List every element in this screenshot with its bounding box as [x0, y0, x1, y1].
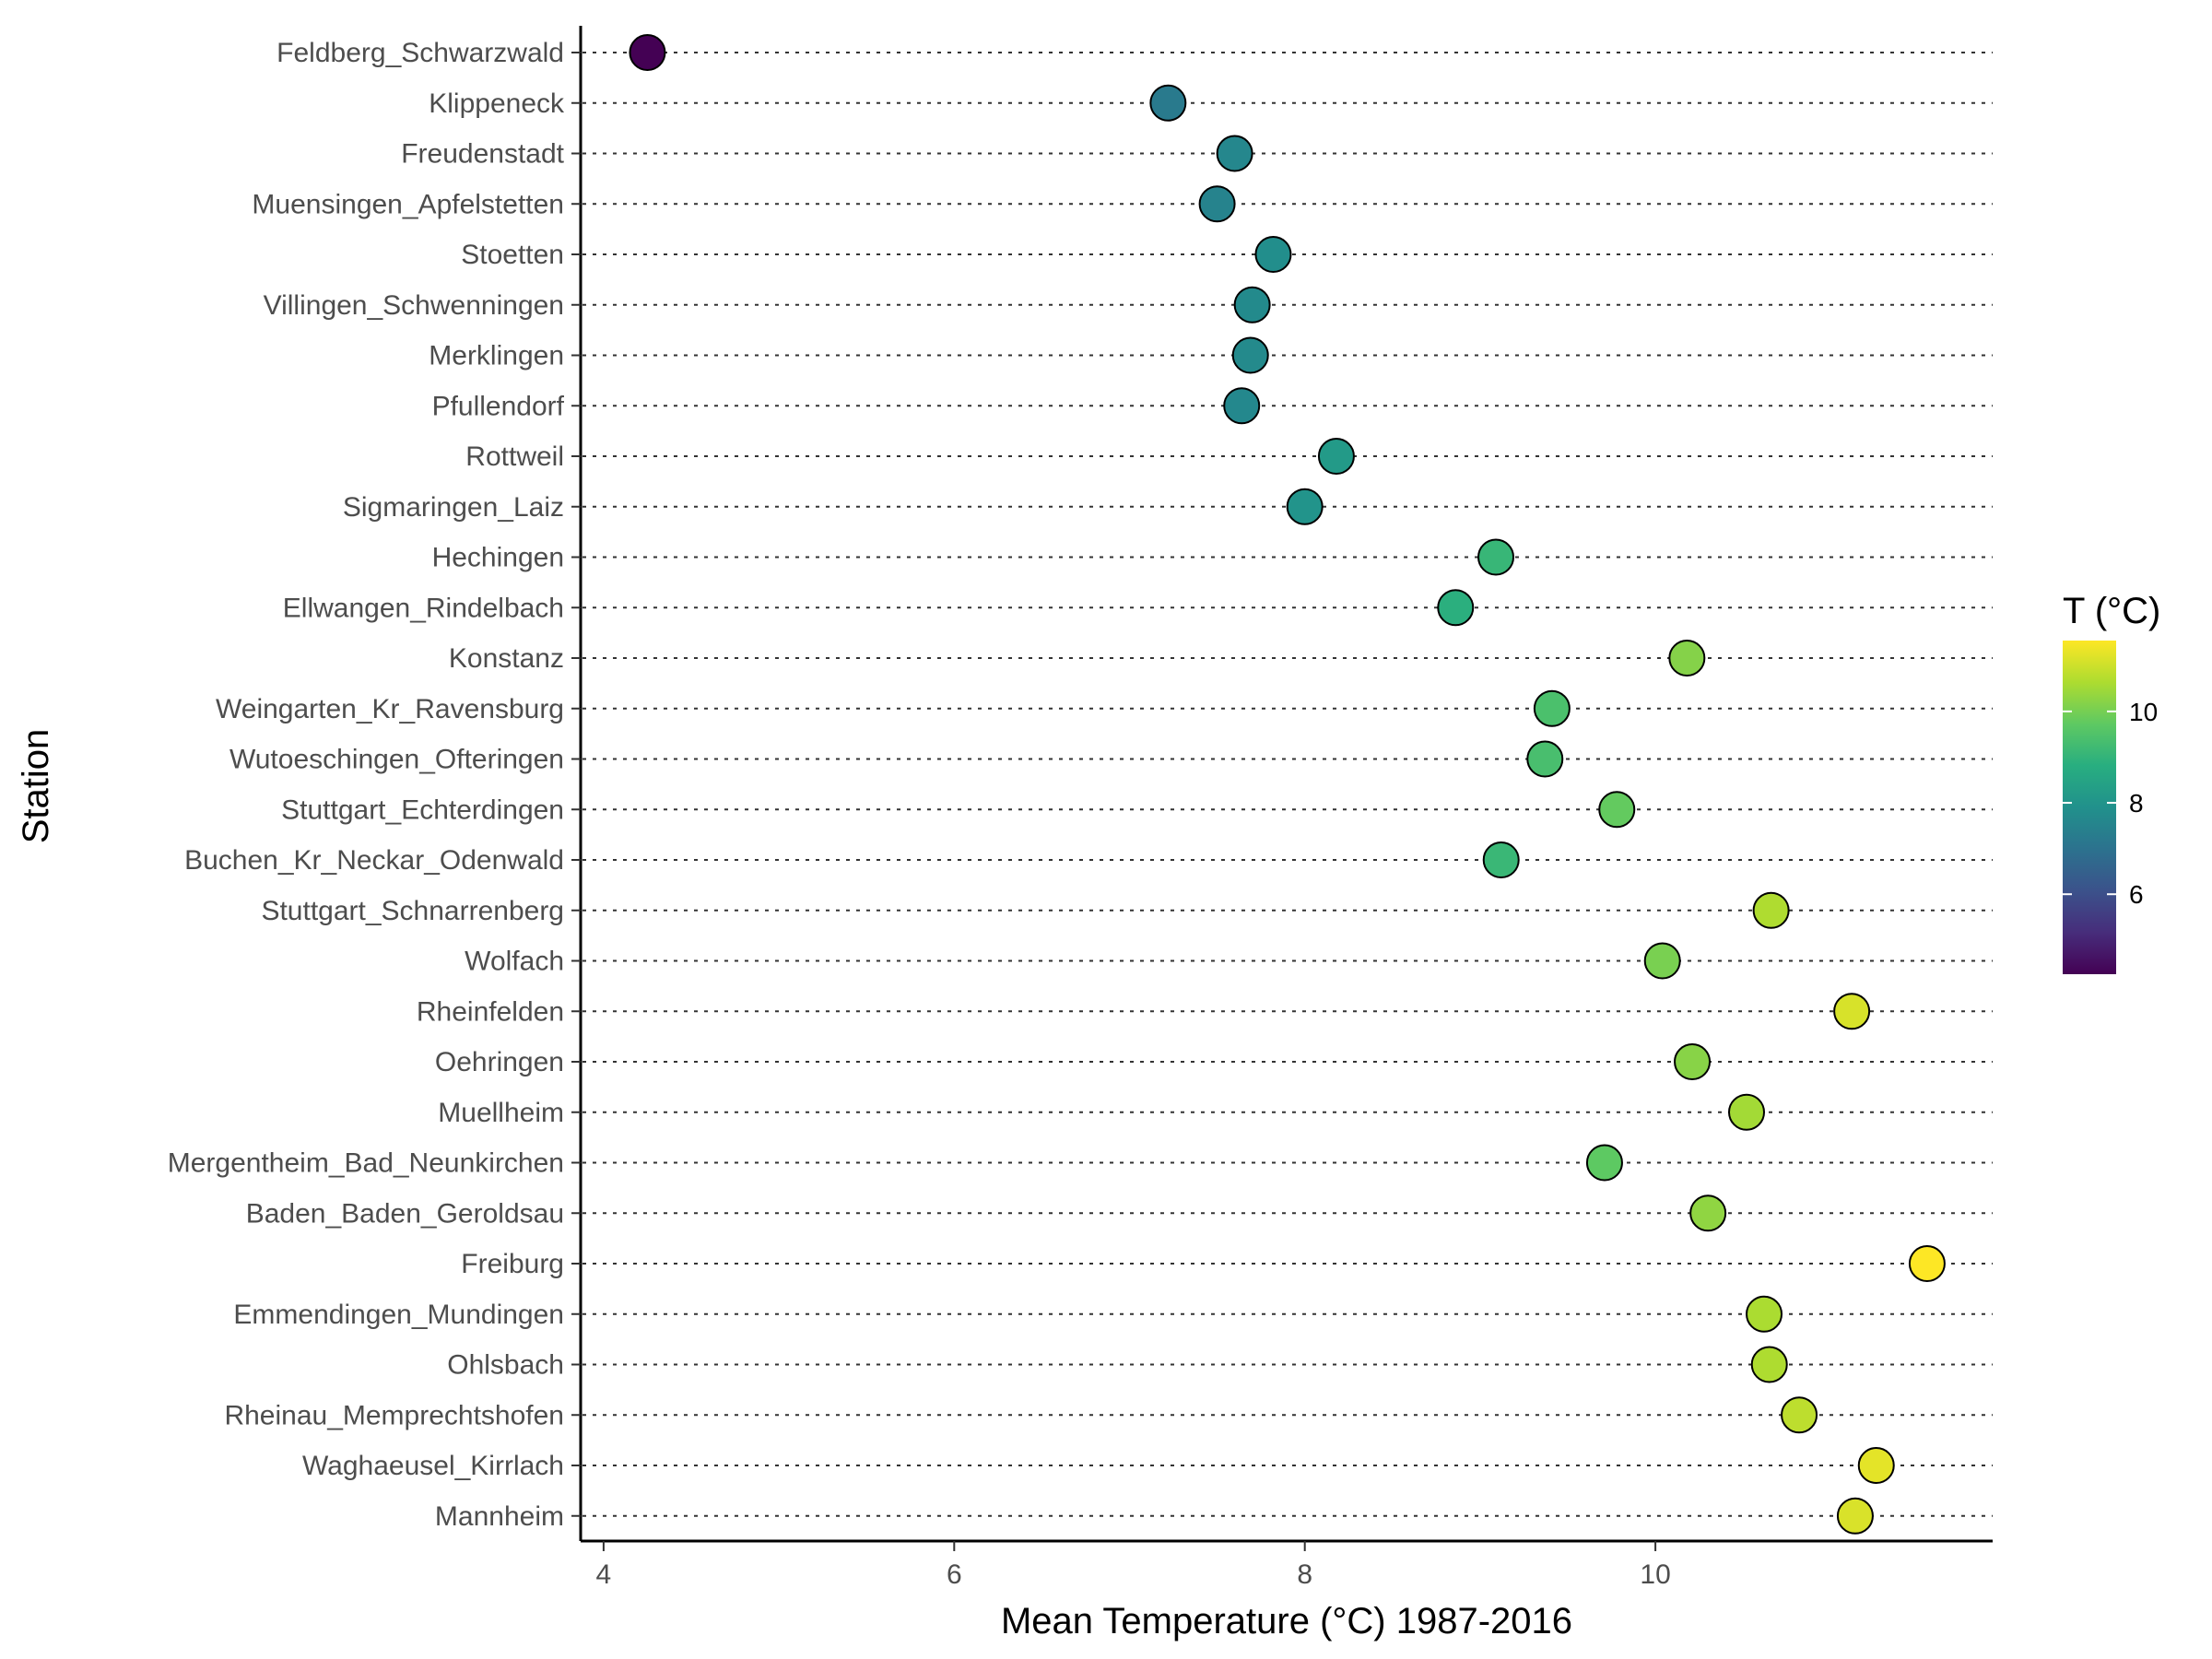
point-Weingarten_Kr_Ravensburg [1533, 689, 1571, 727]
point-Feldberg_Schwarzwald [629, 34, 666, 71]
colorbar [2063, 641, 2116, 974]
point-Wutoeschingen_Ofteringen [1526, 740, 1564, 778]
colorbar-label-8: 8 [2129, 789, 2144, 818]
y-tick-label-Stoetten: Stoetten [461, 240, 564, 270]
y-tick-label-Rottweil: Rottweil [465, 441, 564, 472]
colorbar-label-10: 10 [2129, 698, 2158, 726]
y-tick-label-Weingarten_Kr_Ravensburg: Weingarten_Kr_Ravensburg [216, 694, 564, 724]
y-tick-label-Stuttgart_Echterdingen: Stuttgart_Echterdingen [281, 794, 564, 825]
point-Sigmaringen_Laiz [1286, 488, 1324, 525]
point-Baden_Baden_Geroldsau [1689, 1194, 1727, 1232]
y-tick-label-Feldberg_Schwarzwald: Feldberg_Schwarzwald [276, 38, 564, 68]
y-tick-label-Oehringen: Oehringen [435, 1047, 564, 1077]
point-Freudenstadt [1216, 135, 1253, 172]
y-tick-label-Hechingen: Hechingen [432, 543, 564, 573]
point-Ohlsbach [1750, 1346, 1788, 1383]
y-tick-label-Ohlsbach: Ohlsbach [447, 1350, 564, 1381]
colorbar-label-6: 6 [2129, 880, 2144, 909]
point-Stoetten [1254, 236, 1292, 273]
point-Konstanz [1668, 640, 1706, 677]
point-Buchen_Kr_Neckar_Odenwald [1482, 841, 1520, 878]
y-tick-label-Villingen_Schwenningen: Villingen_Schwenningen [264, 290, 564, 321]
y-tick-label-Waghaeusel_Kirrlach: Waghaeusel_Kirrlach [302, 1451, 564, 1481]
y-tick-label-Mergentheim_Bad_Neunkirchen: Mergentheim_Bad_Neunkirchen [168, 1148, 564, 1179]
x-axis-title: Mean Temperature (°C) 1987-2016 [1001, 1601, 1572, 1641]
y-tick-label-Freiburg: Freiburg [461, 1249, 564, 1279]
point-Stuttgart_Echterdingen [1598, 791, 1636, 829]
point-Oehringen [1674, 1043, 1712, 1080]
point-Merklingen [1231, 336, 1269, 374]
y-tick-label-Klippeneck: Klippeneck [429, 88, 565, 119]
data-points [629, 34, 1946, 1535]
axes [579, 26, 1993, 1543]
y-tick-label-Wutoeschingen_Ofteringen: Wutoeschingen_Ofteringen [229, 745, 564, 775]
point-Waghaeusel_Kirrlach [1857, 1447, 1895, 1484]
y-tick-label-Ellwangen_Rindelbach: Ellwangen_Rindelbach [283, 593, 564, 623]
y-tick-label-Emmendingen_Mundingen: Emmendingen_Mundingen [233, 1300, 564, 1330]
point-Rheinfelden [1833, 993, 1871, 1030]
y-tick-label-Stuttgart_Schnarrenberg: Stuttgart_Schnarrenberg [261, 896, 564, 926]
point-Freiburg [1908, 1245, 1946, 1282]
y-tick-label-Wolfach: Wolfach [465, 947, 564, 977]
point-Mannheim [1836, 1497, 1874, 1535]
x-tick-label-6: 6 [947, 1559, 962, 1590]
point-Muellheim [1728, 1093, 1766, 1131]
point-Klippeneck [1149, 84, 1187, 122]
y-tick-label-Konstanz: Konstanz [449, 643, 564, 674]
y-tick-labels: Feldberg_Schwarzwald Klippeneck Freudensta… [168, 38, 581, 1532]
x-ticks: 4 6 8 10 [596, 1541, 1671, 1590]
y-tick-label-Rheinau_Memprechtshofen: Rheinau_Memprechtshofen [224, 1400, 564, 1430]
point-Rheinau_Memprechtshofen [1781, 1396, 1818, 1434]
point-Hechingen [1477, 538, 1515, 576]
y-tick-label-Rheinfelden: Rheinfelden [417, 996, 564, 1027]
y-tick-label-Mannheim: Mannheim [435, 1501, 564, 1532]
point-Ellwangen_Rindelbach [1437, 589, 1475, 627]
y-tick-label-Baden_Baden_Geroldsau: Baden_Baden_Geroldsau [246, 1198, 564, 1229]
point-Emmendingen_Mundingen [1746, 1295, 1783, 1333]
point-Wolfach [1643, 942, 1681, 980]
colorbar-ticks: 6 8 10 [2063, 698, 2158, 909]
y-tick-label-Buchen_Kr_Neckar_Odenwald: Buchen_Kr_Neckar_Odenwald [184, 845, 564, 876]
legend: T (°C) 6 8 10 [2063, 591, 2160, 974]
y-tick-label-Muellheim: Muellheim [438, 1098, 564, 1128]
point-Villingen_Schwenningen [1233, 286, 1271, 324]
point-Stuttgart_Schnarrenberg [1752, 891, 1790, 929]
x-tick-label-8: 8 [1297, 1559, 1312, 1590]
y-axis-title: Station [16, 729, 56, 844]
y-tick-label-Merklingen: Merklingen [429, 341, 564, 371]
point-Pfullendorf [1223, 387, 1261, 425]
x-tick-label-4: 4 [596, 1559, 612, 1590]
x-tick-label-10: 10 [1640, 1559, 1670, 1590]
y-tick-label-Muensingen_Apfelstetten: Muensingen_Apfelstetten [252, 189, 564, 219]
point-Mergentheim_Bad_Neunkirchen [1585, 1144, 1623, 1182]
legend-title: T (°C) [2063, 591, 2160, 631]
y-tick-label-Freudenstadt: Freudenstadt [401, 139, 564, 170]
gridlines [582, 52, 1993, 1517]
y-tick-label-Sigmaringen_Laiz: Sigmaringen_Laiz [343, 492, 564, 523]
y-tick-label-Pfullendorf: Pfullendorf [432, 391, 565, 421]
point-Rottweil [1317, 438, 1355, 475]
point-Muensingen_Apfelstetten [1198, 185, 1236, 223]
